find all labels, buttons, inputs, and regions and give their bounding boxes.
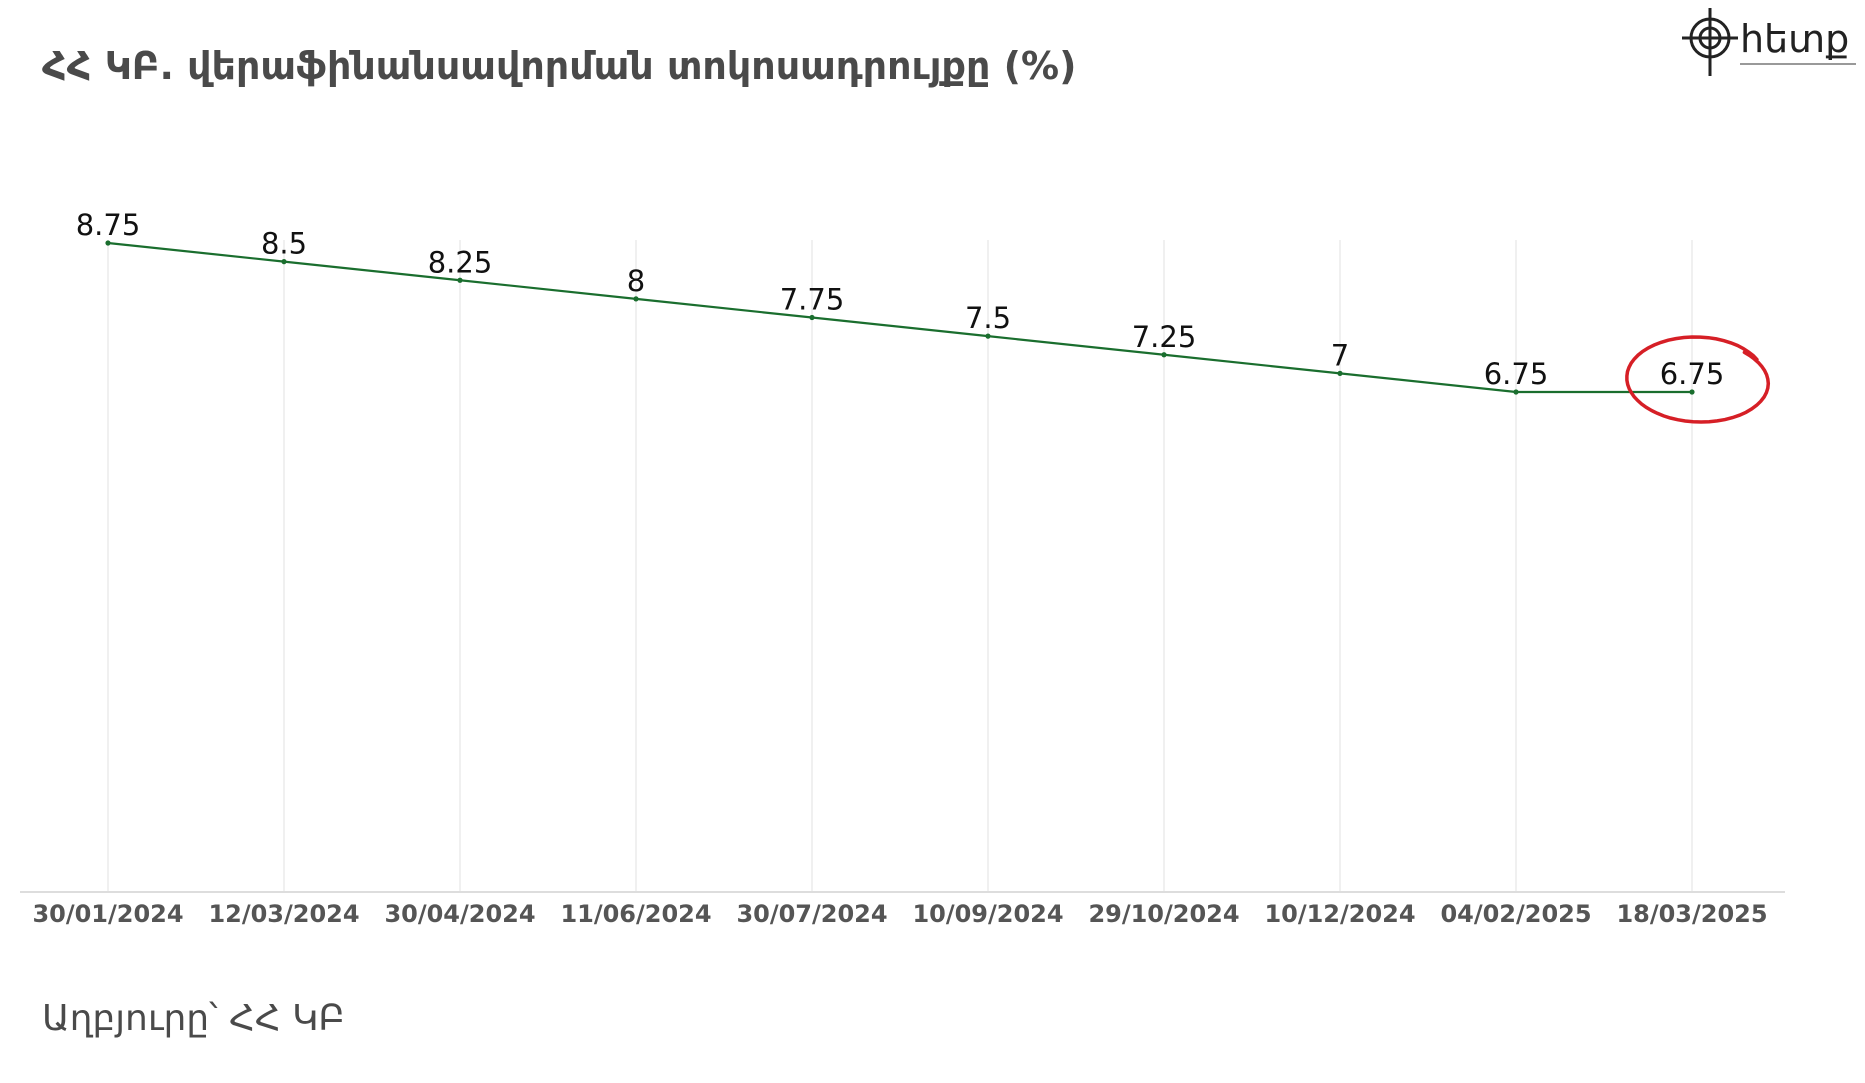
hetq-logo: հետք: [1676, 2, 1862, 82]
grid-lines: [107, 240, 1693, 892]
logo-text: հետք: [1740, 17, 1849, 61]
data-point: [633, 296, 639, 302]
x-tick-label: 18/03/2025: [1616, 900, 1767, 928]
data-point: [1513, 389, 1519, 395]
x-tick-label: 10/12/2024: [1264, 900, 1415, 928]
data-label: 8.75: [76, 208, 141, 242]
data-labels: 8.75 8.5 8.25 8 7.75 7.5 7.25 7 6.75 6.75: [76, 208, 1725, 391]
x-tick-label: 11/06/2024: [560, 900, 711, 928]
data-points: [105, 240, 1695, 395]
data-label: 7.5: [965, 301, 1011, 335]
x-tick-label: 10/09/2024: [912, 900, 1063, 928]
data-label: 7.75: [780, 283, 845, 317]
compass-target-icon: հետք: [1682, 8, 1856, 76]
x-tick-label: 30/04/2024: [384, 900, 535, 928]
x-tick-label: 12/03/2024: [208, 900, 359, 928]
chart-title: ՀՀ ԿԲ. վերաֆինանսավորման տոկոսադրույքը (…: [42, 44, 1077, 88]
data-label: 7.25: [1132, 320, 1197, 354]
data-label: 8.25: [428, 245, 493, 279]
source-note: Աղբյուրը՝ ՀՀ ԿԲ: [42, 998, 345, 1039]
x-tick-label: 30/01/2024: [32, 900, 183, 928]
data-point: [105, 240, 111, 246]
data-point: [457, 277, 463, 283]
data-label: 8.5: [261, 227, 307, 261]
x-tick-labels: 30/01/2024 12/03/2024 30/04/2024 11/06/2024…: [32, 900, 1767, 928]
data-label: 6.75: [1484, 357, 1549, 391]
data-label: 6.75: [1660, 357, 1725, 391]
highlight-circle: [1625, 335, 1771, 424]
series-line: [107, 241, 1692, 394]
x-tick-label: 29/10/2024: [1088, 900, 1239, 928]
data-point: [281, 259, 287, 265]
data-point: [809, 314, 815, 321]
data-point: [1337, 370, 1343, 376]
x-tick-label: 30/07/2024: [736, 900, 887, 928]
data-point: [1689, 389, 1695, 395]
data-point: [1161, 352, 1167, 358]
data-point: [985, 333, 991, 339]
x-tick-label: 04/02/2025: [1440, 900, 1591, 928]
data-label: 8: [627, 264, 645, 298]
data-label: 7: [1331, 338, 1349, 372]
